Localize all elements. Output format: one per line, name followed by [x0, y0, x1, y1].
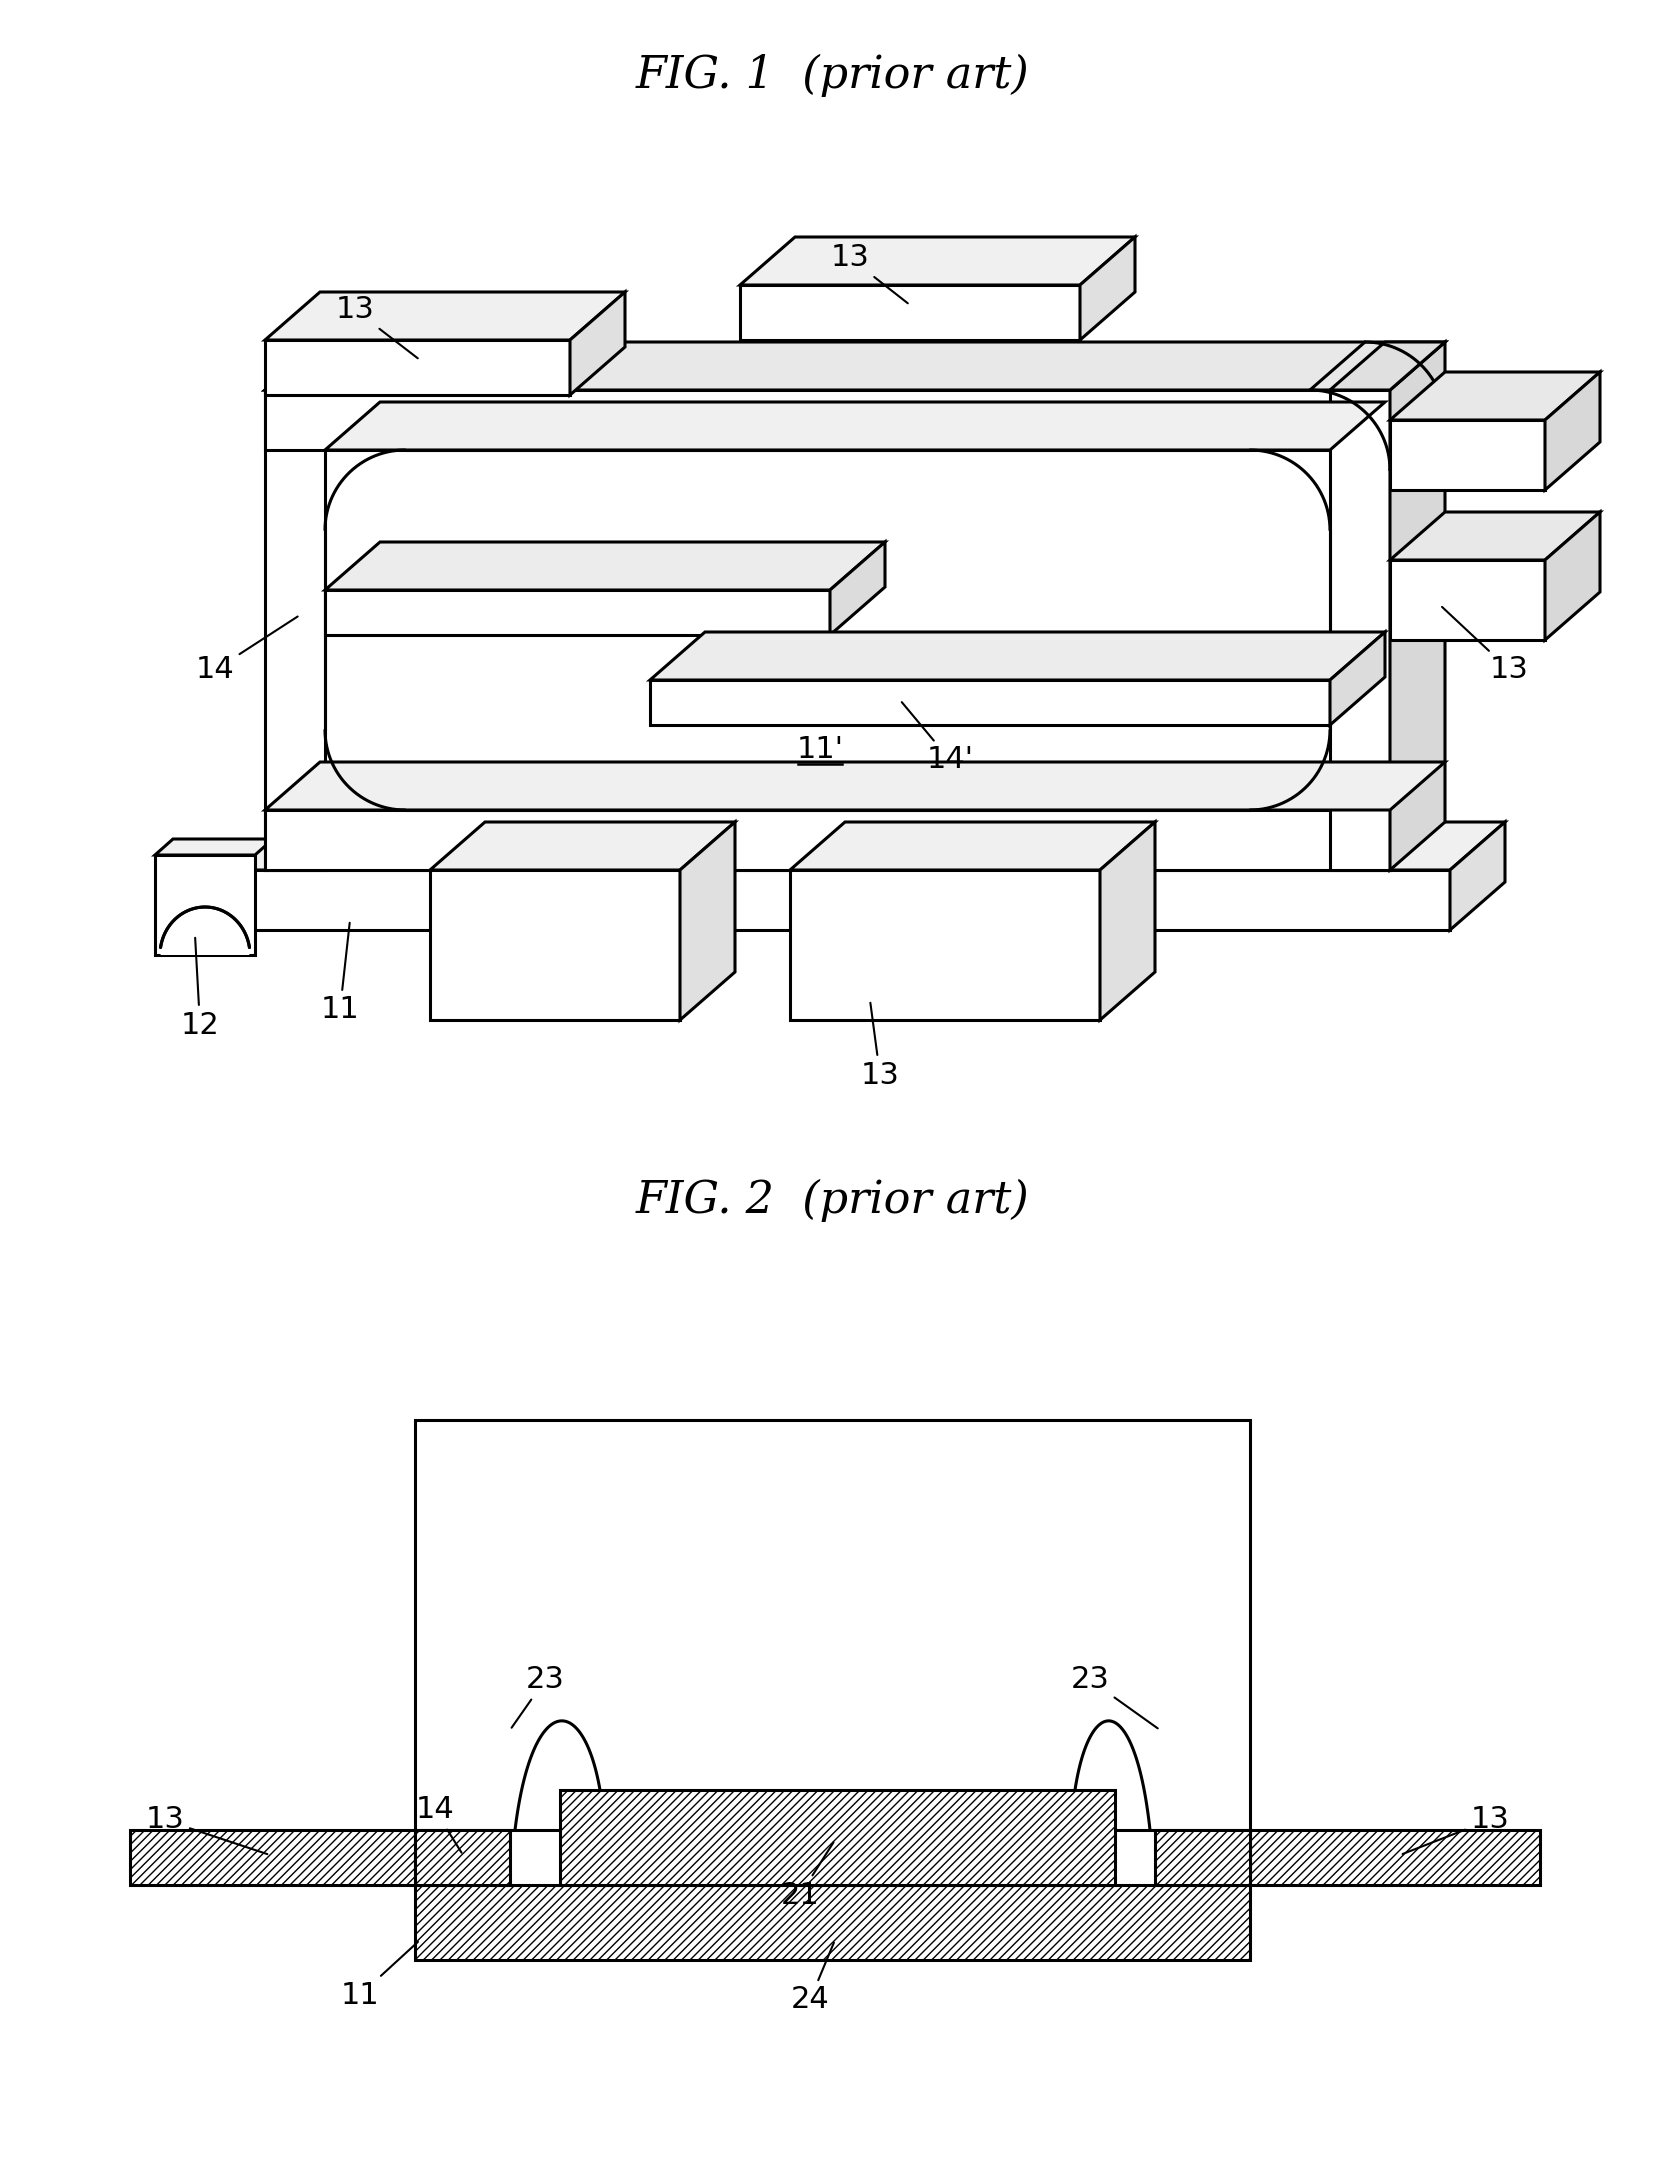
Polygon shape — [265, 343, 380, 391]
Polygon shape — [560, 1791, 1115, 1884]
Polygon shape — [790, 871, 1100, 1020]
Text: 11': 11' — [796, 736, 843, 764]
Polygon shape — [155, 855, 255, 955]
Polygon shape — [265, 810, 1389, 871]
Polygon shape — [265, 293, 625, 341]
Polygon shape — [235, 871, 1449, 929]
Text: 13: 13 — [145, 1806, 267, 1854]
Polygon shape — [1100, 823, 1155, 1020]
Polygon shape — [430, 823, 735, 871]
Polygon shape — [570, 293, 625, 395]
Text: 13: 13 — [335, 295, 418, 358]
Polygon shape — [265, 391, 1389, 449]
Polygon shape — [155, 838, 273, 855]
Polygon shape — [325, 543, 885, 591]
Polygon shape — [265, 341, 570, 395]
Polygon shape — [1155, 1830, 1250, 1884]
Polygon shape — [1544, 512, 1599, 640]
Text: 14: 14 — [415, 1795, 461, 1852]
Text: 24: 24 — [791, 1943, 835, 2015]
Polygon shape — [430, 871, 680, 1020]
Text: 13: 13 — [1443, 608, 1529, 684]
Polygon shape — [830, 543, 885, 634]
Polygon shape — [1389, 419, 1544, 491]
Text: 14': 14' — [901, 701, 973, 775]
Polygon shape — [415, 1420, 1250, 1830]
Text: 11: 11 — [340, 1941, 418, 2010]
Polygon shape — [650, 680, 1329, 725]
Polygon shape — [325, 591, 830, 634]
Polygon shape — [1329, 632, 1384, 725]
Polygon shape — [1389, 371, 1599, 419]
Text: 21: 21 — [781, 1843, 833, 1910]
Polygon shape — [790, 823, 1155, 871]
Polygon shape — [265, 343, 1444, 391]
Text: 12: 12 — [180, 938, 220, 1040]
Polygon shape — [160, 907, 250, 955]
Polygon shape — [1389, 560, 1544, 640]
Polygon shape — [1329, 343, 1444, 391]
Polygon shape — [325, 402, 1384, 449]
Text: FIG. 1  (prior art): FIG. 1 (prior art) — [636, 54, 1030, 96]
Polygon shape — [1389, 512, 1599, 560]
Text: 11: 11 — [320, 923, 360, 1025]
Polygon shape — [130, 1830, 415, 1884]
Polygon shape — [1329, 391, 1389, 871]
Polygon shape — [415, 1884, 1250, 1960]
Polygon shape — [235, 823, 1504, 871]
Polygon shape — [650, 632, 1384, 680]
Text: FIG. 2  (prior art): FIG. 2 (prior art) — [636, 1179, 1030, 1222]
Polygon shape — [265, 391, 325, 871]
Text: 13: 13 — [831, 243, 908, 304]
Text: 13: 13 — [861, 1003, 900, 1090]
Text: 13: 13 — [1403, 1806, 1509, 1854]
Polygon shape — [1250, 1830, 1539, 1884]
Polygon shape — [680, 823, 735, 1020]
Polygon shape — [740, 237, 1135, 284]
Polygon shape — [1544, 371, 1599, 491]
Text: 23: 23 — [511, 1665, 565, 1728]
Polygon shape — [1449, 823, 1504, 929]
Text: 14: 14 — [195, 617, 298, 684]
Text: 23: 23 — [1071, 1665, 1158, 1728]
Polygon shape — [415, 1830, 510, 1884]
Polygon shape — [265, 762, 1444, 810]
Polygon shape — [1389, 343, 1444, 871]
Polygon shape — [1080, 237, 1135, 341]
Polygon shape — [740, 284, 1080, 341]
